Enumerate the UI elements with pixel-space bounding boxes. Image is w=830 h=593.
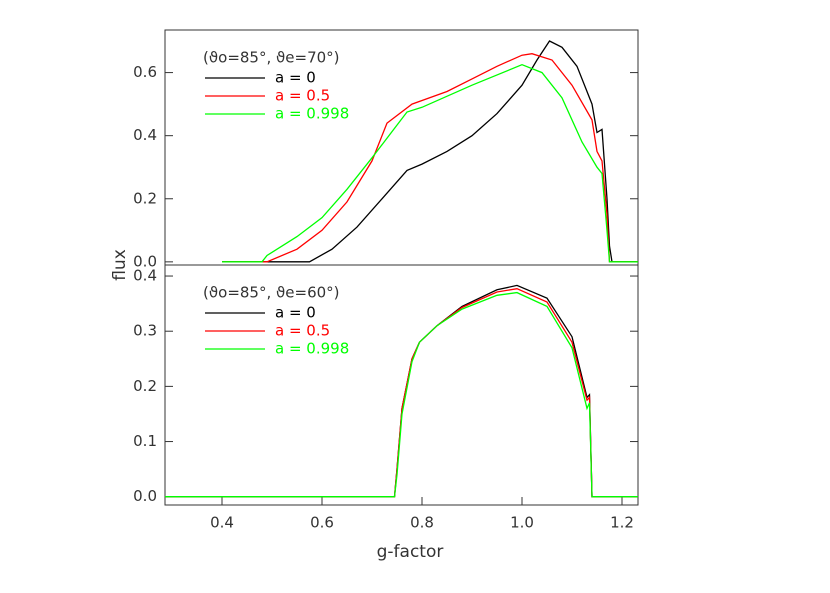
series-line bbox=[165, 284, 638, 498]
y-tick-label: 0.2 bbox=[133, 189, 157, 207]
series-line bbox=[222, 53, 638, 263]
y-tick-label: 0.6 bbox=[133, 63, 157, 81]
legend-label: a = 0.998 bbox=[275, 340, 349, 358]
series-line bbox=[222, 63, 638, 263]
x-axis-label: g-factor bbox=[377, 542, 444, 562]
y-tick-label: 0.4 bbox=[133, 267, 157, 285]
legend-label: a = 0.5 bbox=[275, 322, 330, 340]
series-line bbox=[165, 291, 638, 498]
legend-title: (ϑo=85°, ϑe=60°) bbox=[203, 284, 340, 302]
legend-label: a = 0 bbox=[275, 69, 316, 87]
y-tick-label: 0.1 bbox=[133, 432, 157, 450]
y-tick-label: 0.3 bbox=[133, 322, 157, 340]
legend-label: a = 0.998 bbox=[275, 105, 349, 123]
x-tick-label: 0.6 bbox=[310, 514, 334, 532]
y-axis-label: flux bbox=[110, 249, 130, 281]
series-line bbox=[165, 288, 638, 498]
plot-frame bbox=[164, 264, 639, 506]
legend-label: a = 0 bbox=[275, 304, 316, 322]
series-line bbox=[222, 40, 638, 263]
x-tick-label: 0.4 bbox=[210, 514, 234, 532]
x-tick-label: 1.0 bbox=[510, 514, 534, 532]
legend-title: (ϑo=85°, ϑe=70°) bbox=[203, 49, 340, 67]
y-tick-label: 0.4 bbox=[133, 126, 157, 144]
y-tick-label: 0.0 bbox=[133, 487, 157, 505]
y-tick-label: 0.0 bbox=[133, 252, 157, 270]
legend-label: a = 0.5 bbox=[275, 87, 330, 105]
x-tick-label: 1.2 bbox=[610, 514, 634, 532]
x-tick-label: 0.8 bbox=[410, 514, 434, 532]
y-tick-label: 0.2 bbox=[133, 377, 157, 395]
